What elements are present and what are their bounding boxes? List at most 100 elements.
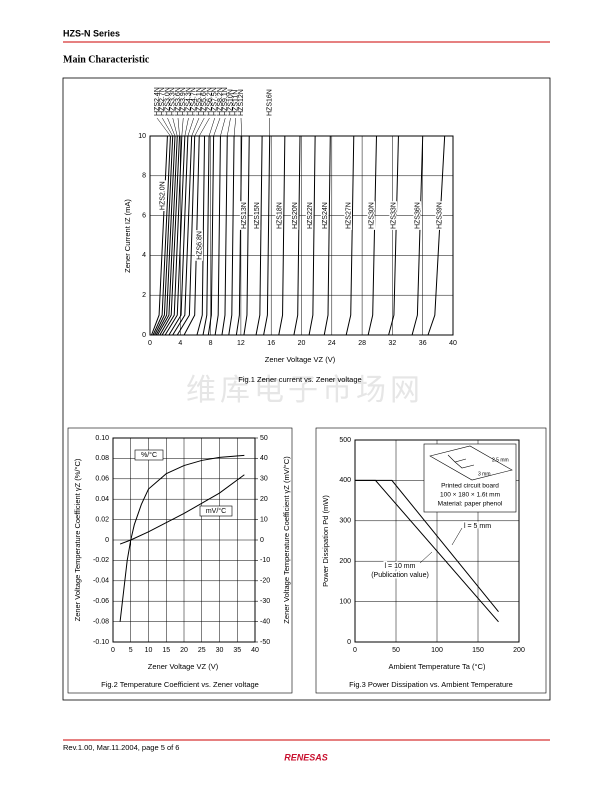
footer-revision: Rev.1.00, Mar.11.2004, page 5 of 6 [63,743,179,752]
y2-tick-label: -30 [260,598,270,605]
x-tick-label: 15 [162,647,170,654]
fig3-frame [315,427,547,694]
plot-frame [354,439,520,643]
x-axis-title: Zener Voltage VZ (V) [265,355,336,364]
x-tick-label: 20 [180,647,188,654]
y-tick-label: 8 [142,173,146,180]
series-line [159,135,181,336]
y2-tick-label: 30 [260,476,268,483]
y-tick-label: 0.08 [95,455,109,462]
label-leader [240,117,242,137]
y-tick-label: 0 [347,639,351,646]
y-tick-label: 6 [142,212,146,219]
series-label: HZS3.6N [175,87,182,116]
y-tick-label: 300 [339,518,351,525]
series-label: HZS22N [307,202,314,229]
x-tick-label: 30 [216,647,224,654]
label-leader [194,117,205,137]
series-label: HZS9.1N [222,87,229,116]
y-tick-label: 2 [142,292,146,299]
series-line [221,135,228,336]
x-tick-label: 8 [209,340,213,347]
y2-tick-label: 40 [260,455,268,462]
series-line [243,135,250,336]
y2-axis-title: Zener Voltage Temperature Coefficient γZ… [282,456,291,624]
y-tick-label: -0.02 [93,557,109,564]
y2-tick-label: 50 [260,435,268,442]
series-label: HZS30N [368,202,375,229]
y-axis-title: Power Dissipation Pd (mW) [321,495,330,587]
x-tick-label: 150 [472,647,484,654]
x-tick-label: 100 [431,647,443,654]
annotation: 3 mm [478,471,491,477]
series-label: HZS36N [415,202,422,229]
series-line [176,135,196,336]
x-tick-label: 36 [419,340,427,347]
y-tick-label: 10 [138,133,146,140]
series-line [157,135,178,336]
series-line [152,135,171,336]
series-line [411,135,424,336]
y-tick-label: -0.08 [93,618,109,625]
series-line [202,135,210,336]
annotation: 2.5 mm [492,457,509,463]
board-sketch [447,454,475,469]
annotation: 100 × 180 × 1.6t mm [440,492,500,499]
figure-frame [62,77,551,701]
annotation: (Publication value) [371,572,429,579]
y-tick-label: 100 [339,598,351,605]
plot: 0 5 10 15 20 25 30 35 40 -0.10 -0.08 -0.06 -0.04 -0.0… [93,435,270,654]
series-line [154,135,174,336]
label-leader [181,117,184,137]
label-leader [220,117,226,137]
y-tick-label: 0.06 [95,476,109,483]
series-line [427,135,446,336]
figure-caption: Fig.1 Zener current vs. Zener voltage [238,375,361,384]
series-line [235,135,243,336]
series-line [155,135,176,336]
y2-tick-label: 0 [260,537,264,544]
series-label: HZS3.3N [170,87,177,116]
series-label: HZS16N [267,89,274,116]
y2-tick-label: -40 [260,618,270,625]
y-tick-label: -0.06 [93,598,109,605]
series-line [345,135,355,336]
series-line [172,135,193,336]
series-line [323,135,331,336]
fig2-frame [67,427,293,694]
series-label: HZS2.7N [159,87,166,116]
y2-tick-label: -50 [260,639,270,646]
series-label: HZS13N [241,202,248,229]
series-label: HZS8.2N [217,87,224,116]
series-label: HZS11N [233,90,240,116]
series-label: HZS2.4N [154,87,161,116]
x-tick-label: 16 [267,340,275,347]
series-label: HZS18N [277,202,284,229]
series-line [293,135,301,336]
y2-tick-label: 10 [260,516,268,523]
label-leader [208,117,215,137]
section-title: Main Characteristic [63,54,150,65]
x-tick-label: 32 [389,340,397,347]
y-tick-label: 0.04 [95,496,109,503]
label-leader [451,527,463,546]
series-line [207,135,215,336]
series-line [119,454,245,622]
series-label: HZS3.9N [180,87,187,116]
series-label: HZS33N [390,202,397,229]
x-axis-title: Ambient Temperature Ta (°C) [389,662,486,671]
label-leader [172,117,178,137]
x-tick-label: 10 [145,647,153,654]
x-tick-label: 4 [178,340,182,347]
series-label: HZS4.7N [191,87,198,116]
series-label: HZS7.5N [212,87,219,116]
series-line [161,135,183,336]
x-tick-label: 0 [353,647,357,654]
y-tick-label: 200 [339,558,351,565]
series-line [196,135,206,336]
y-tick-label: 0.10 [95,435,109,442]
series-label: HZS3.0N [164,87,171,116]
y-tick-label: 0 [142,332,146,339]
series-label: HZS6.8N [196,231,203,260]
